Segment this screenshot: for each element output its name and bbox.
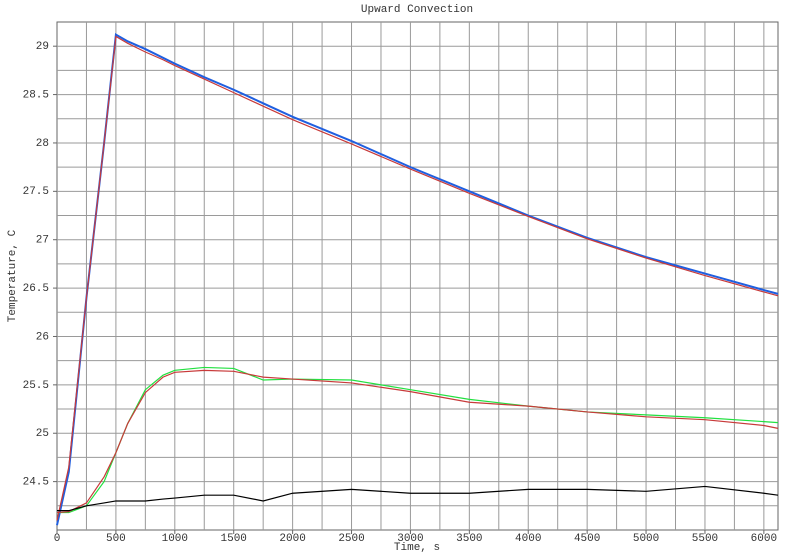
y-tick-label: 26 [36,331,49,343]
x-tick-label: 1000 [162,533,188,545]
data-line [56,35,779,521]
x-tick-label: 3500 [456,533,482,545]
y-tick-label: 28.5 [23,89,49,101]
x-tick-label: 4500 [574,533,600,545]
data-line [56,369,779,514]
data-line [57,485,779,512]
x-tick-label: 3000 [397,533,423,545]
x-tick-label: 4000 [515,533,541,545]
x-tick-label: 6000 [751,533,777,545]
x-tick-label: 0 [54,533,61,545]
y-tick-label: 27.5 [23,186,49,198]
x-tick-label: 5500 [692,533,718,545]
y-tick-label: 25 [36,428,49,440]
y-tick-label: 25.5 [23,380,49,392]
x-tick-label: 1500 [221,533,247,545]
x-tick-label: 500 [106,533,126,545]
chart-title: Upward Convection [361,4,473,16]
data-line [56,32,779,526]
x-tick-label: 2000 [279,533,305,545]
plot-frame [56,21,779,531]
x-tick-label: 2500 [338,533,364,545]
y-tick-label: 27 [36,235,49,247]
y-axis-label: Temperature, C [7,229,19,322]
x-tick-label: 5000 [633,533,659,545]
y-tick-label: 28 [36,138,49,150]
y-tick-label: 26.5 [23,283,49,295]
data-line [57,366,779,514]
y-tick-label: 24.5 [23,477,49,489]
x-axis-label: Time, s [394,542,440,554]
y-tick-label: 29 [36,41,49,53]
